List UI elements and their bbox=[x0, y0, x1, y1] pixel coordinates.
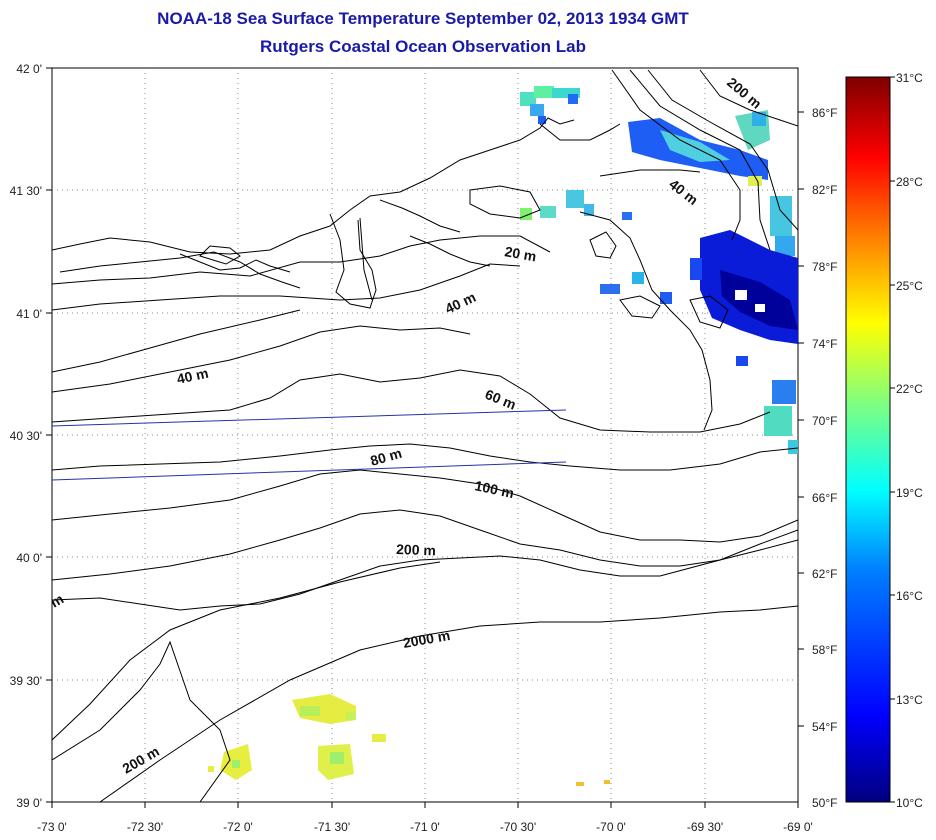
lat-label: 40 0' bbox=[16, 551, 42, 565]
lon-label: -69 30' bbox=[687, 820, 723, 834]
fahrenheit-label: 54°F bbox=[812, 720, 837, 734]
sst-data-patches bbox=[208, 86, 798, 786]
fahrenheit-label: 74°F bbox=[812, 337, 837, 351]
plot-frame bbox=[51, 67, 799, 803]
contour-label-20m: 20 m bbox=[503, 243, 537, 264]
celsius-label: 19°C bbox=[896, 486, 923, 500]
celsius-label: 31°C bbox=[896, 71, 923, 85]
map-subtitle: Rutgers Coastal Ocean Observation Lab bbox=[260, 37, 586, 56]
lon-label: -70 30' bbox=[500, 820, 536, 834]
fahrenheit-label: 86°F bbox=[812, 106, 837, 120]
fahrenheit-label: 50°F bbox=[812, 796, 837, 810]
lat-label: 39 30' bbox=[10, 674, 42, 688]
lat-label: 41 30' bbox=[10, 184, 42, 198]
isobath-contours bbox=[52, 69, 798, 802]
latitude-labels: 42 0' 41 30' 41 0' 40 30' 40 0' 39 30' 3… bbox=[10, 62, 42, 810]
fahrenheit-label: 82°F bbox=[812, 183, 837, 197]
coastline bbox=[52, 117, 729, 431]
track-lines bbox=[52, 409, 567, 481]
colorbar: 31°C 28°C 25°C 22°C 19°C 16°C 13°C 10°C bbox=[845, 71, 923, 810]
lon-label: -70 0' bbox=[596, 820, 626, 834]
contour-label-200m: 200 m bbox=[396, 541, 436, 558]
lon-label: -69 0' bbox=[783, 820, 813, 834]
celsius-label: 28°C bbox=[896, 175, 923, 189]
lon-label: -72 0' bbox=[223, 820, 253, 834]
map-title: NOAA-18 Sea Surface Temperature Septembe… bbox=[157, 9, 689, 28]
contour-label-40m: 40 m bbox=[175, 365, 210, 387]
fahrenheit-scale: 86°F 82°F 78°F 74°F 70°F 66°F 62°F 58°F … bbox=[798, 106, 837, 810]
lat-label: 41 0' bbox=[16, 307, 42, 321]
lat-label: 40 30' bbox=[10, 429, 42, 443]
fahrenheit-label: 58°F bbox=[812, 643, 837, 657]
lon-label: -72 30' bbox=[127, 820, 163, 834]
celsius-label: 25°C bbox=[896, 279, 923, 293]
lon-label: -71 30' bbox=[314, 820, 350, 834]
celsius-label: 22°C bbox=[896, 382, 923, 396]
colorbar-gradient bbox=[845, 76, 891, 803]
celsius-label: 10°C bbox=[896, 796, 923, 810]
lon-label: -73 0' bbox=[37, 820, 67, 834]
axis-ticks bbox=[46, 67, 799, 808]
fahrenheit-label: 66°F bbox=[812, 491, 837, 505]
fahrenheit-label: 62°F bbox=[812, 567, 837, 581]
celsius-label: 13°C bbox=[896, 693, 923, 707]
lat-label: 42 0' bbox=[16, 62, 42, 76]
fahrenheit-label: 78°F bbox=[812, 260, 837, 274]
fahrenheit-label: 70°F bbox=[812, 414, 837, 428]
longitude-labels: -73 0' -72 30' -72 0' -71 30' -71 0' -70… bbox=[37, 820, 813, 834]
lon-label: -71 0' bbox=[410, 820, 440, 834]
lat-label: 39 0' bbox=[16, 796, 42, 810]
celsius-label: 16°C bbox=[896, 589, 923, 603]
